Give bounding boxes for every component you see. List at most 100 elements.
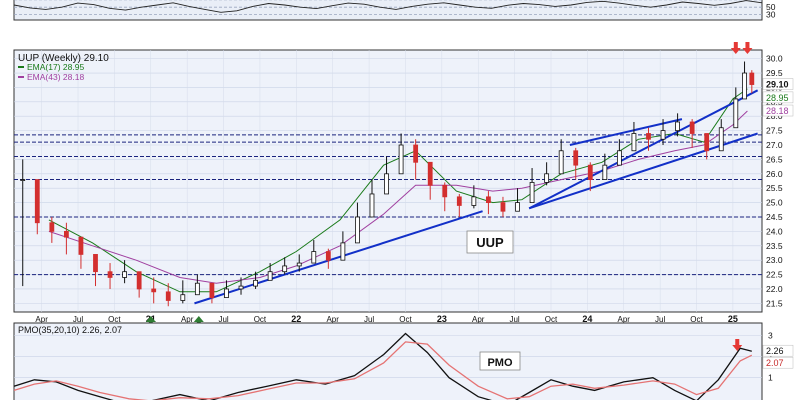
- ema17-line: [48, 88, 748, 293]
- price-x-tick-label: 23: [437, 314, 447, 324]
- candle-body: [486, 196, 491, 203]
- price-last-value-label: 28.18: [766, 106, 789, 116]
- price-x-ticks: AprJulOct21AprJulOct22AprJulOct23AprJulO…: [35, 314, 737, 324]
- candle-body: [238, 285, 244, 290]
- candle-body: [675, 121, 680, 132]
- candle-body: [253, 279, 258, 287]
- price-x-tick-label: Oct: [690, 315, 703, 324]
- price-y-tick-label: 21.5: [766, 298, 783, 308]
- pmo-frame: [13, 322, 763, 404]
- rsi-y-tick-label: 30: [766, 10, 776, 20]
- price-x-tick-label: Jul: [73, 315, 83, 324]
- candle-body: [296, 262, 302, 267]
- price-y-tick-label: 29.5: [766, 68, 783, 78]
- price-y-tick-label: 26.0: [766, 169, 783, 179]
- candle-body: [49, 222, 55, 232]
- price-x-tick-label: Oct: [399, 315, 412, 324]
- price-title: UUP (Weekly) 29.10: [18, 53, 109, 64]
- price-x-tick-label: Jul: [218, 315, 228, 324]
- price-y-tick-label: 27.5: [766, 126, 783, 136]
- pmo-last-value-box: [762, 344, 794, 357]
- price-x-tick-label: Jul: [655, 315, 665, 324]
- price-x-tick-label: 24: [582, 314, 592, 324]
- pmo-signal-line: [13, 341, 753, 402]
- price-panel: 21.5 22.0 22.5 23.0 23.5 24.0 24.5 25.0 25.5 26.0…: [13, 42, 794, 328]
- price-x-tick-label: Apr: [35, 315, 48, 324]
- price-x-tick-label: Oct: [254, 315, 267, 324]
- price-x-tick-label: Apr: [326, 315, 339, 324]
- pmo-last-value-label: 2.07: [766, 358, 784, 368]
- candle-body: [442, 184, 448, 198]
- price-x-tick-label: Oct: [108, 315, 121, 324]
- candle-body: [209, 282, 215, 299]
- pmo-last-value-box: [762, 356, 794, 369]
- price-x-tick-label: Apr: [181, 315, 194, 324]
- candle-body: [355, 216, 360, 244]
- price-y-tick-label: 22.0: [766, 284, 783, 294]
- price-last-value-label: 28.95: [766, 93, 789, 103]
- price-x-tick-label: Jul: [364, 315, 374, 324]
- symbol-annotation-box: [466, 230, 514, 254]
- candle-body: [573, 150, 579, 166]
- rsi-y-tick-label: 50: [766, 2, 776, 12]
- candle-body: [165, 291, 171, 301]
- price-y-tick-label: 26.5: [766, 154, 783, 164]
- candle-body: [282, 265, 288, 273]
- symbol-annotation: UUP: [476, 235, 504, 250]
- rsi-frame: [13, 0, 763, 21]
- price-last-value-label: 29.10: [766, 80, 789, 90]
- candle-body: [325, 251, 331, 261]
- pmo-line: [13, 332, 752, 405]
- candle-body: [107, 271, 113, 278]
- candle-body: [384, 173, 389, 195]
- pmo-annotation-box: [479, 351, 521, 371]
- price-y-tick-label: 25.0: [766, 198, 783, 208]
- price-y-tick-label: 23.5: [766, 241, 783, 251]
- candle-body: [340, 242, 346, 261]
- pmo-signal-arrows: [732, 339, 743, 351]
- price-ema-lines: [48, 88, 748, 293]
- price-x-tick-label: 22: [291, 314, 301, 324]
- candle-body: [78, 236, 84, 255]
- candle-body: [122, 271, 127, 278]
- candle-body: [742, 72, 747, 100]
- candle-body: [224, 288, 229, 299]
- candle-body: [704, 133, 710, 152]
- candle-body: [63, 230, 69, 238]
- price-last-value-box: [762, 104, 794, 117]
- candle-body: [733, 98, 739, 129]
- price-x-tick-label: Oct: [545, 315, 558, 324]
- candle-body: [180, 294, 186, 301]
- down-arrow-icon: [732, 339, 743, 351]
- candle-body: [558, 150, 564, 175]
- pmo-y-tick-label: 2: [768, 352, 773, 362]
- pmo-last-value-label: 2.26: [766, 346, 784, 356]
- price-x-tick-label: 25: [728, 314, 738, 324]
- price-last-value-labels: 29.10 28.95 28.18: [762, 78, 794, 117]
- candle-body: [93, 254, 98, 273]
- price-candles: [20, 61, 755, 307]
- pmo-y-tick-label: 3: [768, 331, 773, 341]
- pmo-y-ticks: 3 2 1: [768, 331, 773, 383]
- candle-body: [151, 288, 157, 293]
- candle-body: [194, 282, 200, 296]
- candle-body: [602, 164, 608, 180]
- pmo-title: PMO(35,20,10) 2.26, 2.07: [18, 325, 122, 335]
- price-signal-arrows: [145, 42, 753, 328]
- price-x-tick-label: Apr: [618, 315, 631, 324]
- price-y-tick-label: 24.5: [766, 212, 783, 222]
- down-arrow-icon: [730, 42, 741, 54]
- ema43-line: [48, 110, 748, 284]
- candle-body: [20, 179, 26, 181]
- price-x-tick-label: Jul: [509, 315, 519, 324]
- up-arrow-icon: [145, 316, 156, 328]
- pmo-gridlines: [14, 335, 762, 379]
- candle-body: [500, 202, 506, 212]
- candle-body: [616, 150, 622, 166]
- pmo-series: [13, 332, 753, 405]
- price-y-tick-label: 24.0: [766, 226, 783, 236]
- up-arrow-icon: [193, 316, 204, 328]
